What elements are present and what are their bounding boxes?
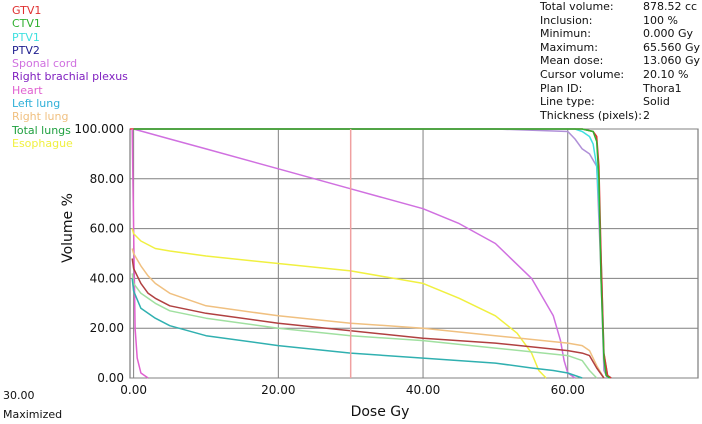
info-row: Maximum: 65.560 Gy	[540, 41, 700, 55]
x-tick-label: 60.00	[551, 383, 585, 397]
y-tick-label: 60.00	[90, 222, 124, 236]
legend-item: CTV1	[12, 17, 41, 31]
y-axis-title: Volume %	[60, 193, 76, 263]
info-row: Inclusion: 100 %	[540, 14, 700, 28]
info-label: Line type:	[540, 95, 595, 109]
info-row: Thickness (pixels): 2	[540, 109, 700, 123]
info-value: 13.060 Gy	[643, 54, 701, 68]
y-tick-label: 100.000	[74, 122, 124, 136]
legend: GTV1 CTV1 PTV1 PTV2 Sponal cord Right brachia…	[12, 4, 128, 150]
info-value: 20.10 %	[643, 67, 689, 81]
info-value: Thora1	[643, 81, 682, 95]
legend-item: Esophague	[12, 136, 73, 150]
legend-item: Left lung	[12, 97, 61, 111]
dvh-curve	[133, 128, 576, 379]
info-row: Minimun: 0.000 Gy	[540, 27, 700, 41]
info-label: Thickness (pixels):	[540, 108, 642, 122]
dvh-curves	[130, 128, 612, 379]
info-value: 0.000 Gy	[643, 27, 694, 41]
legend-item: Sponal cord	[12, 57, 78, 71]
info-value: 100 %	[643, 13, 678, 27]
y-tick-label: 40.00	[90, 271, 124, 285]
x-tick-label: 0.00	[120, 383, 147, 397]
x-axis-title: Dose Gy	[351, 404, 410, 420]
y-tick-label: 80.00	[90, 172, 124, 186]
legend-item: Right brachial plexus	[12, 70, 128, 84]
info-row: Total volume: 878.52 cc	[540, 0, 700, 14]
legend-item: PTV1	[12, 30, 40, 44]
info-value: Solid	[643, 95, 670, 109]
info-label: Cursor volume:	[540, 67, 625, 81]
x-tick-label: 20.00	[261, 383, 295, 397]
window-status: Maximized	[3, 408, 63, 421]
info-value: 878.52 cc	[643, 0, 698, 13]
info-label: Minimun:	[540, 27, 591, 41]
legend-item: Right lung	[12, 110, 69, 124]
x-tick-label: 40.00	[406, 383, 440, 397]
cursor-dose-readout: 30.00	[3, 389, 35, 402]
dvh-curve	[131, 258, 605, 379]
legend-item: PTV2	[12, 43, 40, 57]
info-row: Line type: Solid	[540, 95, 700, 109]
dvh-curve	[131, 128, 149, 379]
tick-labels: 0.00 20.00 40.00 60.00 80.00 100.000 0.00 20.00…	[74, 122, 585, 397]
info-label: Maximum:	[540, 40, 598, 54]
info-label: Plan ID:	[540, 81, 583, 95]
info-value: 65.560 Gy	[643, 40, 701, 54]
info-row: Mean dose: 13.060 Gy	[540, 54, 700, 68]
legend-item: GTV1	[12, 4, 42, 17]
dvh-curve	[133, 128, 611, 379]
y-tick-label: 20.00	[90, 321, 124, 335]
legend-item: Total lungs	[12, 123, 71, 137]
info-row: Plan ID: Thora1	[540, 82, 700, 96]
info-value: 2	[643, 108, 650, 122]
info-label: Mean dose:	[540, 54, 604, 68]
y-tick-label: 0.00	[97, 371, 124, 385]
info-row: Cursor volume: 20.10 %	[540, 68, 700, 82]
legend-item: Heart	[12, 83, 43, 97]
info-label: Inclusion:	[540, 13, 593, 27]
dvh-curve	[131, 273, 598, 379]
dose-info-panel: Total volume: 878.52 cc Inclusion: 100 % Min…	[540, 0, 700, 122]
dvh-curve	[131, 248, 605, 379]
info-label: Total volume:	[540, 0, 614, 13]
